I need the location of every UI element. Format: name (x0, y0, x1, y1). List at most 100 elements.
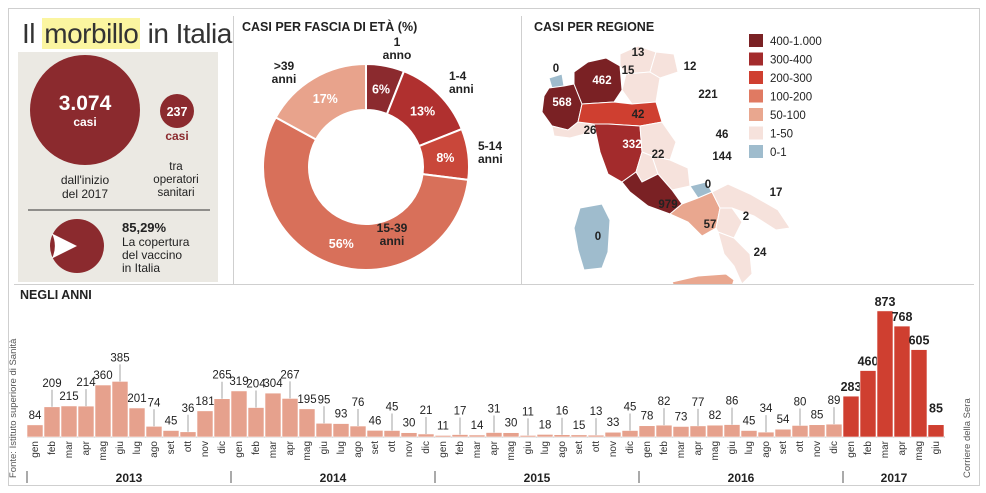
coverage-value: 85,29% (122, 220, 167, 235)
bar-value-label: 80 (794, 396, 807, 408)
bar (349, 425, 367, 438)
bar (383, 430, 401, 438)
month-tick-label: dic (625, 441, 636, 454)
month-tick-label: nov (404, 441, 415, 457)
donut-category-label: anni (380, 234, 405, 248)
infographic-frame (8, 8, 980, 486)
bar (587, 434, 605, 438)
age-panel-title: CASI PER FASCIA DI ETÀ (%) (242, 20, 418, 34)
bar (281, 398, 299, 438)
region-value-label: 12 (684, 61, 697, 73)
month-tick-label: ago (761, 441, 772, 458)
month-tick-label: ott (183, 441, 194, 452)
bar (740, 430, 758, 438)
legend-swatch (749, 126, 763, 140)
bar-value-label: 73 (675, 411, 688, 423)
bar (128, 407, 146, 438)
region-value-label: 332 (622, 139, 641, 151)
region-value-label: 979 (658, 199, 677, 211)
bar-value-label: 33 (607, 417, 620, 429)
month-tick-label: lug (540, 441, 551, 454)
bar-value-label: 30 (403, 418, 416, 430)
bar (43, 406, 61, 438)
month-tick-label: mar (676, 440, 687, 458)
region-value-label: 13 (632, 47, 645, 59)
region-friuli (649, 51, 679, 79)
month-tick-label: feb (251, 441, 262, 455)
bar-value-label: 86 (726, 396, 739, 408)
donut-category-label: 1-4 (449, 69, 467, 83)
bar-value-label: 85 (929, 402, 943, 416)
region-legend: 400-1.000 300-400 200-300 100-200 50-100 1-50… (749, 34, 822, 159)
bar-value-label: 54 (777, 414, 790, 426)
bar (26, 424, 44, 438)
month-tick-label: giu (115, 441, 126, 454)
legend-swatch (749, 108, 763, 121)
bar (298, 408, 316, 438)
bar-value-label: 14 (471, 420, 484, 432)
bar-value-label: 204 (246, 379, 266, 391)
bar (536, 434, 554, 438)
total-cases-unit: casi (73, 115, 96, 129)
bar-value-label: 45 (165, 416, 178, 428)
bar (791, 425, 809, 438)
bar (519, 435, 537, 438)
donut-category-label: anni (478, 152, 503, 166)
region-value-label: 0 (595, 231, 601, 243)
bar-value-label: 84 (29, 410, 42, 422)
bar (179, 431, 197, 438)
region-panel-title: CASI PER REGIONE (534, 20, 655, 34)
month-tick-label: giu (319, 441, 330, 454)
separator-2 (521, 16, 522, 284)
bar (417, 433, 435, 438)
donut-category-label: anni (272, 72, 297, 86)
bar (485, 432, 503, 438)
bar-value-label: 15 (573, 420, 586, 432)
bar (859, 370, 877, 438)
year-label: 2016 (728, 471, 755, 485)
years-panel-title: NEGLI ANNI (20, 288, 92, 302)
region-lazio (621, 171, 683, 215)
bar (893, 325, 911, 438)
year-label: 2014 (320, 471, 347, 485)
bar (570, 434, 588, 438)
bar (876, 310, 894, 438)
month-tick-label: lug (132, 441, 143, 454)
month-tick-label: giu (523, 441, 534, 454)
bar-value-label: 18 (539, 419, 552, 431)
legend-label: 1-50 (770, 129, 793, 141)
bar-value-label: 89 (828, 395, 841, 407)
month-tick-label: mag (506, 441, 517, 460)
bar-value-label: 209 (42, 378, 61, 390)
month-tick-label: mar (472, 440, 483, 458)
month-tick-label: feb (863, 441, 874, 455)
year-label: 2017 (881, 471, 908, 485)
bar (247, 407, 265, 438)
month-tick-label: gen (642, 441, 653, 458)
region-liguria (551, 121, 595, 139)
bar-value-label: 265 (212, 370, 231, 382)
year-label: 2015 (524, 471, 551, 485)
bar (621, 430, 639, 438)
month-tick-label: mar (880, 440, 891, 458)
month-tick-label: set (574, 441, 585, 455)
bar-value-label: 85 (811, 410, 824, 422)
month-tick-label: dic (421, 441, 432, 454)
legend-swatch (749, 71, 763, 84)
summary-graphics: 3.074 casi dall'inizio del 2017 237 casi… (28, 55, 210, 275)
bar-value-label: 34 (760, 403, 773, 415)
bar-value-label: 93 (335, 409, 348, 421)
bar (60, 405, 78, 438)
bar (842, 395, 860, 438)
region-value-label: 46 (716, 129, 729, 141)
donut-slice (262, 116, 470, 271)
region-value-label: 42 (632, 109, 645, 121)
total-caption-2: del 2017 (62, 187, 108, 201)
month-tick-label: mag (914, 441, 925, 460)
month-tick-label: set (778, 441, 789, 455)
region-value-label: 0 (705, 179, 711, 191)
region-value-label: 144 (712, 151, 732, 163)
month-tick-label: nov (608, 441, 619, 457)
bar (689, 425, 707, 438)
month-tick-label: apr (693, 440, 704, 455)
